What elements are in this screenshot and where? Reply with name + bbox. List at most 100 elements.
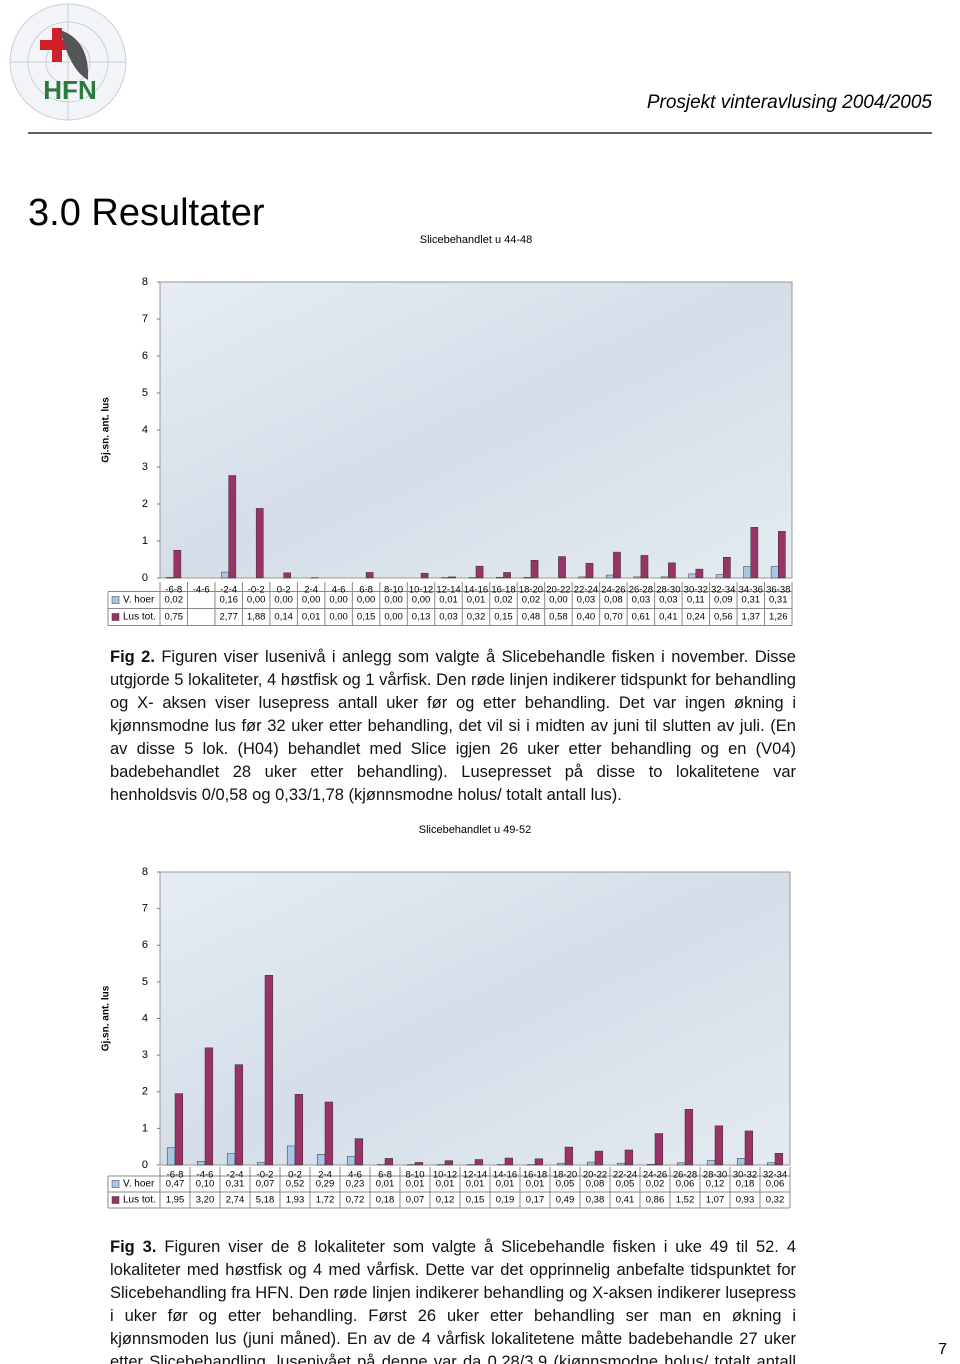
data-label: 0,32: [467, 612, 486, 623]
bar: [324, 1101, 334, 1166]
x-tick-label: 26-28: [629, 585, 653, 596]
x-tick-label: 16-18: [491, 585, 515, 596]
x-tick-label: 4-6: [332, 585, 346, 596]
bar: [660, 576, 669, 579]
bar: [475, 565, 484, 579]
x-tick-label: -4-6: [193, 585, 210, 596]
data-label: 1,95: [166, 1195, 185, 1206]
data-label: 0,10: [196, 1179, 215, 1190]
x-tick-label: 6-8: [359, 585, 373, 596]
data-label: 3,20: [196, 1195, 215, 1206]
bar: [226, 1153, 236, 1166]
data-label: 0,52: [286, 1179, 305, 1190]
x-tick-label: 8-10: [405, 1170, 424, 1181]
bar: [624, 1149, 634, 1166]
bar: [294, 1094, 304, 1166]
data-label: 0,00: [384, 612, 403, 623]
data-label: 0,08: [586, 1179, 605, 1190]
bar: [523, 577, 532, 579]
x-tick-label: -2-4: [227, 1170, 244, 1181]
data-label: 0,01: [376, 1179, 395, 1190]
data-label: 0,14: [274, 612, 293, 623]
bar: [586, 1161, 596, 1166]
legend-swatch: [111, 596, 120, 604]
bar: [736, 1158, 746, 1166]
bar: [534, 1158, 544, 1166]
x-tick-label: 2-4: [304, 585, 318, 596]
data-label: 5,18: [256, 1195, 275, 1206]
x-tick-label: 2-4: [318, 1170, 332, 1181]
x-tick-label: -2-4: [220, 585, 237, 596]
bar: [646, 1164, 656, 1166]
y-tick-label: 2: [142, 498, 148, 510]
header-title: Prosjekt vinteravlusing 2004/2005: [647, 92, 933, 113]
data-label: 0,12: [706, 1179, 725, 1190]
bar: [676, 1162, 686, 1166]
data-label: 0,19: [496, 1195, 515, 1206]
data-label: 0,02: [494, 595, 513, 606]
x-tick-label: 0-2: [288, 1170, 302, 1181]
bar: [640, 555, 649, 579]
caption-label: Fig 3.: [110, 1238, 157, 1256]
bar: [414, 1162, 424, 1166]
x-tick-label: 4-6: [348, 1170, 362, 1181]
chart-title: Slicebehandlet u 49-52: [419, 824, 532, 836]
data-label: 0,00: [412, 595, 431, 606]
bar: [770, 566, 779, 579]
x-tick-label: 10-12: [409, 585, 433, 596]
data-label: 0,06: [676, 1179, 695, 1190]
y-tick-label: 1: [142, 1122, 148, 1134]
bar: [654, 1133, 664, 1166]
section-heading: 3.0 Resultater: [28, 192, 265, 234]
data-label: 2,77: [219, 612, 238, 623]
data-label: 0,23: [346, 1179, 365, 1190]
data-label: 0,49: [556, 1195, 575, 1206]
x-tick-label: 28-30: [656, 585, 680, 596]
data-label: 0,17: [526, 1195, 545, 1206]
y-tick-label: 5: [142, 387, 148, 399]
data-label: 0,01: [406, 1179, 425, 1190]
y-tick-label: 5: [142, 976, 148, 988]
data-label: 0,01: [496, 1179, 515, 1190]
bar: [750, 527, 759, 579]
bar: [420, 572, 429, 579]
x-tick-label: 26-28: [673, 1170, 697, 1181]
data-label: 0,02: [164, 595, 183, 606]
data-label: 0,93: [736, 1195, 755, 1206]
data-label: 0,75: [164, 612, 183, 623]
x-tick-label: 6-8: [378, 1170, 392, 1181]
data-label: 0,58: [549, 612, 568, 623]
data-label: 0,18: [376, 1195, 395, 1206]
x-tick-label: 20-22: [546, 585, 570, 596]
y-tick-label: 0: [142, 572, 148, 584]
bar: [166, 577, 174, 579]
bar: [530, 559, 539, 579]
data-label: 1,26: [769, 612, 788, 623]
legend-label: Lus tot.: [123, 1195, 156, 1206]
page-number: 7: [938, 1341, 947, 1358]
bar: [365, 572, 374, 579]
data-label: 0,01: [526, 1179, 545, 1190]
data-label: 0,02: [646, 1179, 665, 1190]
bar: [715, 574, 724, 579]
data-label: 0,31: [769, 595, 788, 606]
x-tick-label: 12-14: [463, 1170, 487, 1181]
y-tick-label: 7: [142, 903, 148, 915]
legend-label: Lus tot.: [123, 612, 156, 623]
y-tick-label: 8: [142, 866, 148, 878]
y-axis-label: Gj.sn. ant. lus: [101, 985, 112, 1051]
data-label: 0,06: [766, 1179, 785, 1190]
data-label: 1,37: [742, 612, 761, 623]
data-label: 0,01: [466, 1179, 485, 1190]
plot-area: [159, 281, 793, 579]
bar: [346, 1156, 356, 1166]
data-label: 0,47: [166, 1179, 185, 1190]
bar: [474, 1159, 484, 1166]
bar: [174, 1093, 184, 1166]
data-label: 0,00: [302, 595, 321, 606]
logo-text: HFN: [43, 75, 96, 105]
bar: [173, 550, 182, 579]
bar: [766, 1162, 776, 1166]
bar: [744, 1130, 754, 1166]
x-tick-label: -4-6: [197, 1170, 214, 1181]
